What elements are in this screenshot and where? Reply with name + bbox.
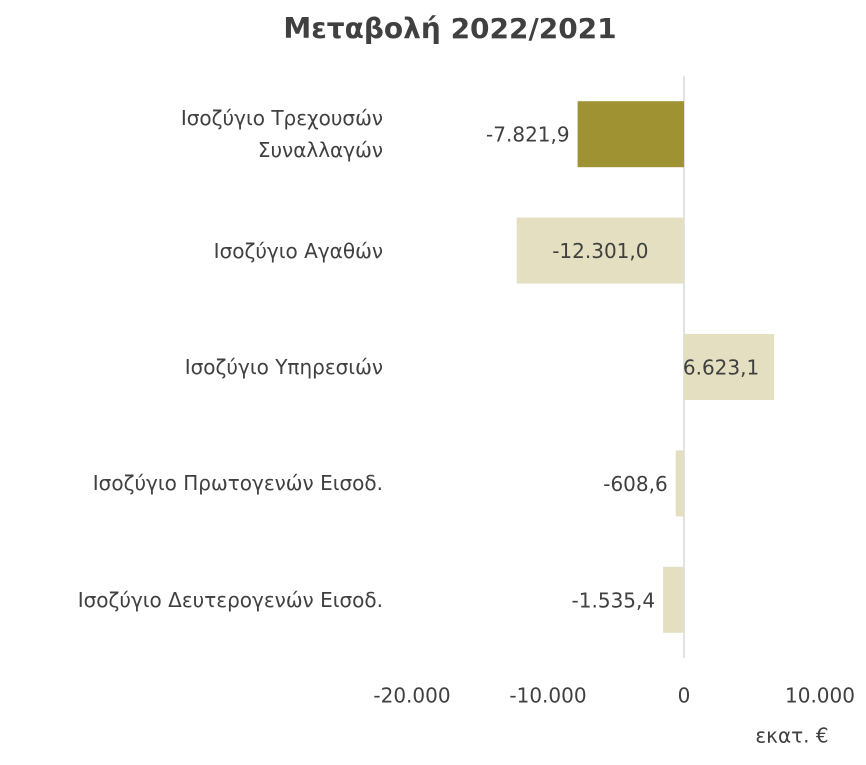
bar (516, 217, 684, 284)
bar (684, 334, 775, 400)
value-label: 6.623,1 (683, 356, 759, 380)
value-label: -7.821,9 (486, 123, 570, 147)
x-tick-label: 10.000 (785, 684, 855, 708)
value-label: -608,6 (603, 472, 667, 496)
x-tick-label: -10.000 (509, 684, 586, 708)
category-label: Ισοζύγιο Δευτερογενών Εισοδ. (77, 587, 383, 612)
category-label: Ισοζύγιο Τρεχουσών Συναλλαγών (180, 106, 383, 163)
x-tick-label: -20.000 (373, 684, 450, 708)
bar (675, 450, 684, 517)
x-tick-label: 0 (678, 684, 691, 708)
value-label: -1.535,4 (572, 588, 656, 612)
x-axis-label: εκατ. € (755, 724, 828, 748)
category-label: Ισοζύγιο Πρωτογενών Εισοδ. (92, 471, 383, 496)
category-label: Ισοζύγιο Υπηρεσιών (184, 355, 383, 379)
category-label: Ισοζύγιο Αγαθών (213, 238, 383, 263)
chart-title: Μεταβολή 2022/2021 (283, 12, 616, 45)
bar (663, 566, 684, 633)
bar (577, 101, 684, 168)
value-label: -12.301,0 (552, 239, 648, 263)
